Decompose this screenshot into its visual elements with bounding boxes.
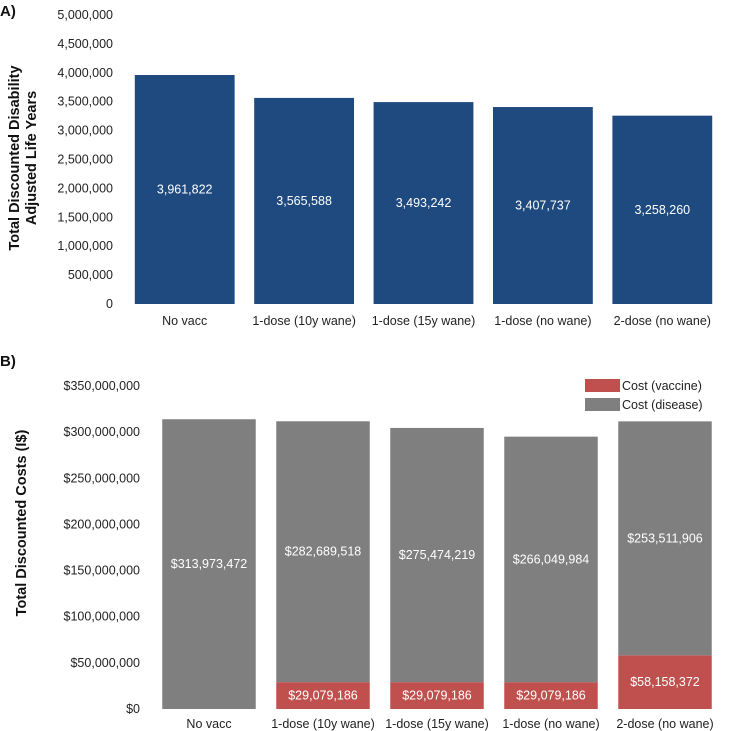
y-tick-label: $350,000,000 [64,379,141,393]
panel-label: A) [0,3,16,20]
panel-a-dalys-chart: A) 0 500,000 1,000,000 1,500,000 2,000,000 2,5… [0,3,713,328]
y-tick-label: 4,000,000 [57,66,113,80]
legend-swatch [585,379,620,392]
y-tick-label: $250,000,000 [64,471,141,485]
bar-4 [612,115,713,304]
y-tick-label: $50,000,000 [70,656,140,670]
x-category-label: 1-dose (10y wane) [271,717,375,731]
bar-segment-cost-disease-2 [390,427,484,683]
y-tick-label: 500,000 [68,268,113,282]
bar-segment-value-label: $29,079,186 [288,689,358,703]
bar-segment-value-label: $29,079,186 [402,689,472,703]
legend-label: Cost (vaccine) [622,379,702,393]
y-axis-title-line: Adjusted Life Years [24,91,40,225]
x-category-label: 1-dose (no wane) [494,314,591,328]
bar-segment-value-label: $275,474,219 [399,548,476,562]
bar-segment-cost-disease-4 [618,421,712,656]
bar-value-label: 3,407,737 [515,199,571,213]
y-tick-label: 2,000,000 [57,181,113,195]
y-tick-label: 5,000,000 [57,8,113,22]
y-tick-label: $300,000,000 [64,425,141,439]
x-category-label: No vacc [186,717,231,731]
bar-segment-value-label: $29,079,186 [516,689,586,703]
bar-segment-value-label: $282,689,518 [285,545,362,559]
bar-value-label: 3,258,260 [634,203,690,217]
x-category-label: 1-dose (no wane) [502,717,599,731]
x-category-label: 2-dose (no wane) [614,314,711,328]
bar-value-label: 3,961,822 [157,183,213,197]
bar-0 [134,75,235,305]
bar-segment-cost-disease-1 [276,421,370,683]
bar-segment-cost-vaccine-4 [618,655,712,709]
bar-segment-value-label: $58,158,372 [630,675,700,689]
y-axis-title-line: Total Discounted Disability [7,65,23,250]
y-tick-label: 4,500,000 [57,37,113,51]
panel-label: B) [0,353,16,370]
bar-segment-cost-disease-0 [162,419,256,709]
bar-value-label: 3,493,242 [396,196,452,210]
bar-segment-cost-vaccine-3 [504,682,598,709]
x-category-label: 1-dose (10y wane) [252,314,356,328]
bar-segment-cost-vaccine-2 [390,682,484,709]
y-axis-title: Total Discounted DisabilityAdjusted Life… [7,65,40,250]
y-tick-label: 0 [106,297,113,311]
y-axis-title-line: Total Discounted Costs (I$) [14,430,30,617]
x-category-label: 1-dose (15y wane) [385,717,489,731]
bar-segment-value-label: $313,973,472 [171,557,248,571]
bar-segment-value-label: $266,049,984 [513,552,590,566]
y-tick-label: $100,000,000 [64,610,141,624]
bar-segment-cost-vaccine-1 [276,682,370,709]
bar-segment-value-label: $253,511,906 [627,531,703,545]
y-tick-label: 2,500,000 [57,153,113,167]
bar-2 [373,102,474,305]
y-tick-label: $0 [126,702,140,716]
y-tick-label: $200,000,000 [64,517,141,531]
bar-3 [492,107,593,304]
y-tick-label: 3,000,000 [57,124,113,138]
y-tick-label: $150,000,000 [64,564,141,578]
bar-segment-cost-disease-3 [504,436,598,683]
bar-value-label: 3,565,588 [276,194,332,208]
panel-b-costs-chart: B) $0 $50,000,000 $100,000,000 $150,000,000 $… [0,353,714,731]
legend-label: Cost (disease) [622,398,703,412]
y-axis-title: Total Discounted Costs (I$) [14,430,30,617]
y-tick-label: 1,500,000 [57,210,113,224]
bar-1 [254,97,355,304]
y-tick-label: 1,000,000 [57,239,113,253]
x-category-label: 2-dose (no wane) [616,717,713,731]
x-category-label: No vacc [162,314,207,328]
x-category-label: 1-dose (15y wane) [372,314,476,328]
legend-swatch [585,398,620,411]
y-tick-label: 3,500,000 [57,95,113,109]
